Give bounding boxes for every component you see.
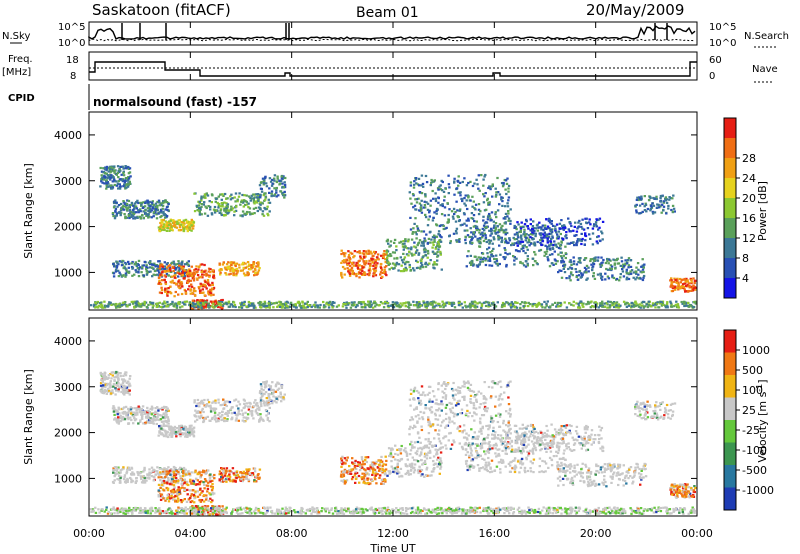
frequency-trace: [89, 61, 697, 77]
xtick-label: 08:00: [276, 527, 308, 540]
power-ylabel: Slant Range [km]: [22, 163, 35, 259]
xtick-label: 04:00: [174, 527, 206, 540]
ytick-label: 3000: [54, 381, 82, 394]
noise-search-trace: [88, 38, 696, 42]
freq-label: Freq.: [8, 54, 33, 65]
colorbar-swatch: [724, 118, 736, 138]
power-data: [90, 165, 698, 311]
noise-tick-bottom-right: 10^0: [709, 38, 736, 49]
colorbar-swatch: [724, 218, 736, 238]
nave-tick-0: 0: [709, 71, 715, 82]
velocity-data: [89, 370, 697, 516]
colorbar-swatch: [724, 442, 736, 465]
cpid-label: CPID: [8, 93, 35, 104]
ytick-label: 2000: [54, 427, 82, 440]
ytick-label: 4000: [54, 129, 82, 142]
colorbar-tick-label: -500: [742, 464, 767, 477]
colorbar-swatch: [724, 198, 736, 218]
colorbar-tick-label: 100: [742, 384, 763, 397]
noise-search-label: N.Search: [744, 31, 789, 42]
colorbar-tick-label: 16: [742, 212, 756, 225]
velocity-colorbar-label: Velocity [m s-1]: [755, 379, 769, 462]
xtick-label: 16:00: [478, 527, 510, 540]
colorbar-swatch: [724, 258, 736, 278]
colorbar-tick-label: -1000: [742, 484, 774, 497]
noise-tick-top-right: 10^5: [709, 22, 736, 33]
colorbar-tick-label: 8: [742, 252, 749, 265]
frequency-panel: Freq. [MHz] 18 8 60 0 Nave: [2, 51, 778, 83]
cpid-panel: CPID normalsound (fast) -157: [8, 84, 257, 110]
noise-tick-bottom-left: 10^0: [58, 38, 85, 49]
x-axis-label: Time UT: [369, 542, 415, 554]
station-title: Saskatoon (fitACF): [92, 1, 231, 19]
colorbar-swatch: [724, 487, 736, 510]
colorbar-tick-label: 500: [742, 364, 763, 377]
power-colorbar-label: Power [dB]: [756, 181, 769, 241]
colorbar-tick-label: 25: [742, 404, 756, 417]
colorbar-swatch: [724, 330, 736, 353]
colorbar-tick-label: 4: [742, 272, 749, 285]
xtick-label: 00:00: [73, 527, 105, 540]
noise-sky-trace: [88, 25, 696, 40]
ytick-label: 2000: [54, 221, 82, 234]
nave-label: Nave: [752, 64, 778, 75]
date-title: 20/May/2009: [586, 1, 684, 19]
power-colorbar: 4 8 12 16 20 24 28: [723, 117, 756, 299]
colorbar-tick-label: 28: [742, 152, 756, 165]
colorbar-swatch: [724, 465, 736, 488]
ytick-label: 1000: [54, 472, 82, 485]
velocity-panel: 1000 2000 3000 4000 Slant Range [km] 1000 50…: [22, 317, 774, 517]
noise-panel: N.Sky 10^5 10^0 10^5 10^0 N.Search: [2, 21, 789, 49]
freq-tick-18: 18: [66, 55, 79, 66]
colorbar-tick-label: 24: [742, 172, 756, 185]
colorbar-tick-label: 20: [742, 192, 756, 205]
beam-title: Beam 01: [356, 5, 419, 21]
colorbar-swatch: [724, 158, 736, 178]
xtick-label: 00:00: [681, 527, 713, 540]
freq-tick-8: 8: [70, 71, 76, 82]
xtick-label: 20:00: [580, 527, 612, 540]
ytick-label: 4000: [54, 335, 82, 348]
freq-unit-label: [MHz]: [2, 67, 31, 78]
nave-tick-60: 60: [709, 55, 722, 66]
colorbar-swatch: [724, 420, 736, 443]
noise-tick-top-left: 10^5: [58, 22, 85, 33]
colorbar-tick-label: -100: [742, 444, 767, 457]
colorbar-tick-label: -25: [742, 424, 760, 437]
colorbar-swatch: [724, 352, 736, 375]
colorbar-tick-label: 1000: [742, 344, 770, 357]
ytick-label: 1000: [54, 266, 82, 279]
colorbar-swatch: [724, 278, 736, 298]
ytick-label: 3000: [54, 175, 82, 188]
colorbar-swatch: [724, 397, 736, 420]
colorbar-swatch: [724, 375, 736, 398]
xtick-label: 12:00: [377, 527, 409, 540]
power-panel: 1000 2000 3000 4000 Slant Range [km] 4 8 12 16…: [22, 111, 769, 311]
velocity-ylabel: Slant Range [km]: [22, 369, 35, 465]
colorbar-tick-label: 12: [742, 232, 756, 245]
noise-sky-label: N.Sky: [2, 31, 30, 42]
cpid-text: normalsound (fast) -157: [93, 95, 257, 109]
colorbar-swatch: [724, 238, 736, 258]
colorbar-swatch: [724, 178, 736, 198]
colorbar-swatch: [724, 138, 736, 158]
velocity-colorbar: 1000 500 100 25 -25 -100 -500 -1000: [723, 329, 774, 511]
